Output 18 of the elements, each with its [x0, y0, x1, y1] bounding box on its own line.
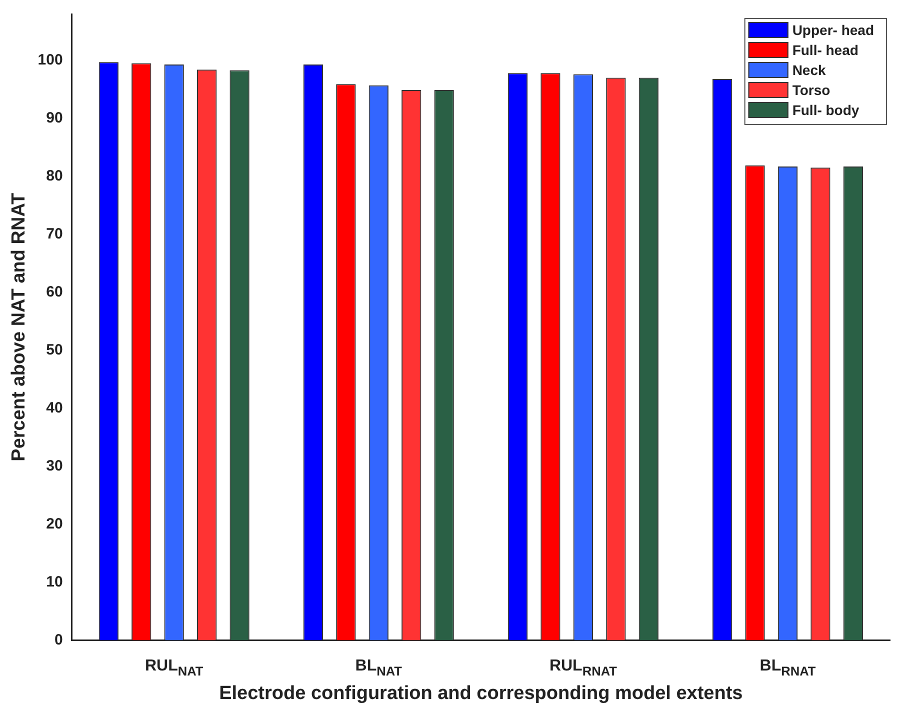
x-axis-title: Electrode configuration and corresponding model extents: [219, 682, 743, 704]
legend-label: Upper- head: [792, 22, 874, 38]
y-tick-label: 60: [46, 283, 63, 300]
y-tick-label: 10: [46, 573, 63, 590]
legend-label: Torso: [792, 82, 830, 98]
legend-label: Full- head: [792, 42, 858, 58]
y-tick-label: 90: [46, 110, 63, 127]
y-tick-label: 80: [46, 167, 63, 184]
y-tick-label: 100: [38, 52, 63, 69]
y-tick-label: 20: [46, 515, 63, 532]
y-tick-label: 70: [46, 225, 63, 242]
y-axis-title: Percent above NAT and RNAT: [8, 192, 30, 462]
y-tick-label: 30: [46, 457, 63, 474]
legend-label: Neck: [792, 62, 826, 78]
legend-label: Full- body: [792, 102, 860, 118]
y-tick-label: 50: [46, 341, 63, 358]
y-tick-label: 0: [54, 631, 63, 648]
y-tick-label: 40: [46, 399, 63, 416]
